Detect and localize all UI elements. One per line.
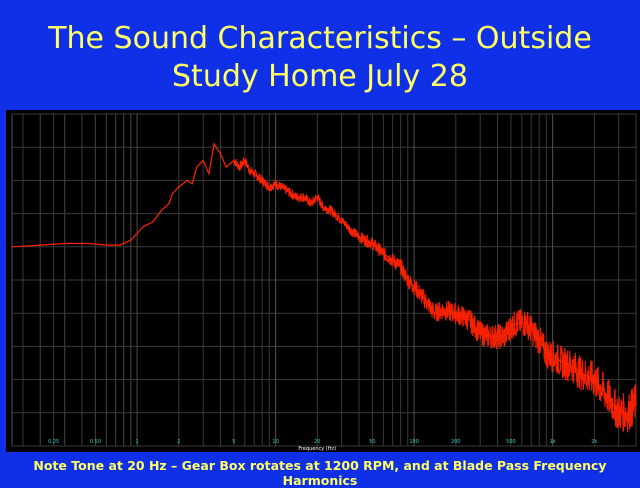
series-point <box>526 322 528 324</box>
series-point <box>468 319 470 321</box>
series-point <box>341 219 343 221</box>
series-point <box>119 244 121 246</box>
series-point <box>186 179 188 181</box>
series-point <box>552 355 554 357</box>
series-point <box>441 309 443 311</box>
series-point <box>392 259 394 261</box>
series-point <box>516 322 518 324</box>
series-point <box>239 166 241 168</box>
series-point <box>488 335 491 338</box>
spectrum-chart-svg: 0.25 0.50 1 2 5 10 20 50 100 200 500 1k 2k Frequency… <box>6 110 640 452</box>
series-point <box>285 189 288 191</box>
series-point <box>635 402 637 404</box>
series-point <box>136 232 138 235</box>
series-point <box>433 312 435 314</box>
x-tick-label: 1 <box>135 439 138 445</box>
series-point <box>233 159 235 162</box>
series-point <box>382 252 384 255</box>
series-point <box>503 335 506 338</box>
series-point <box>105 244 107 246</box>
series-point <box>64 242 66 245</box>
x-tick-label: 5 <box>232 439 235 445</box>
series-point <box>249 169 251 172</box>
x-tick-label: 2 <box>177 439 180 445</box>
series-point <box>160 209 163 211</box>
x-tick-label: 2k <box>591 439 597 445</box>
series-point <box>322 206 324 208</box>
series-point <box>371 242 374 245</box>
series-point <box>196 166 198 168</box>
series-point <box>627 412 629 414</box>
series-point <box>545 352 547 354</box>
x-tick-label: 500 <box>506 439 516 445</box>
series-point <box>424 299 426 301</box>
series-point <box>562 362 565 364</box>
series-point <box>261 179 263 181</box>
x-tick-label: 10 <box>272 439 278 445</box>
x-tick-label: 0.50 <box>90 439 101 445</box>
x-axis-label: Frequency (Hz) <box>298 446 336 452</box>
series-group <box>11 142 637 433</box>
series-point <box>88 242 90 245</box>
series-point <box>572 365 574 367</box>
series-point <box>607 395 609 397</box>
series-point <box>142 226 144 228</box>
series-point <box>330 209 332 211</box>
series-point <box>580 372 582 374</box>
series-point <box>521 322 523 324</box>
series-point <box>295 196 297 198</box>
x-tick-labels: 0.25 0.50 1 2 5 10 20 50 100 200 500 1k 2k <box>48 439 597 445</box>
series-point <box>413 286 415 288</box>
series-point <box>208 173 210 175</box>
series-point <box>244 159 246 162</box>
x-tick-label: 50 <box>369 439 375 445</box>
slide-title-line-2: Study Home July 28 <box>172 59 468 94</box>
footnote: Note Tone at 20 Hz – Gear Box rotates at… <box>33 458 607 488</box>
series-point <box>618 412 620 414</box>
series-point <box>219 153 222 155</box>
series-point <box>225 166 227 168</box>
series-point <box>178 186 180 188</box>
series-point <box>310 203 312 205</box>
series-point <box>407 279 409 281</box>
series-point <box>479 332 481 334</box>
x-tick-label: 20 <box>314 439 320 445</box>
spectrum-chart: 0.25 0.50 1 2 5 10 20 50 100 200 500 1k 2k Frequency… <box>6 110 640 452</box>
series-point <box>455 312 457 314</box>
x-tick-label: 200 <box>451 439 461 445</box>
series-point <box>171 193 174 195</box>
series-point <box>510 325 512 328</box>
series-point <box>39 244 41 246</box>
series-point <box>316 196 318 198</box>
series-point <box>168 203 170 205</box>
slide-title-line-1: The Sound Characteristics – Outside <box>48 21 592 56</box>
slide-title: The Sound Characteristics – Outside Stud… <box>0 20 640 96</box>
series-point <box>253 173 255 175</box>
series-point <box>213 143 215 145</box>
x-tick-label: 0.25 <box>48 439 59 445</box>
series-point <box>274 183 277 185</box>
series-point <box>268 186 270 188</box>
x-tick-label: 1k <box>550 439 556 445</box>
series-point <box>530 329 532 331</box>
series-point <box>202 159 204 162</box>
series-point <box>358 236 360 238</box>
series-point <box>496 335 499 338</box>
series-point <box>303 196 305 198</box>
series-point <box>152 221 154 223</box>
series-point <box>538 339 540 341</box>
plot-background <box>6 110 640 452</box>
series-point <box>400 266 402 268</box>
x-tick-label: 100 <box>409 439 419 445</box>
series-point <box>593 379 595 381</box>
series-point <box>11 246 13 248</box>
series-point <box>191 183 193 185</box>
series-point <box>130 239 132 241</box>
series-point <box>350 229 352 231</box>
